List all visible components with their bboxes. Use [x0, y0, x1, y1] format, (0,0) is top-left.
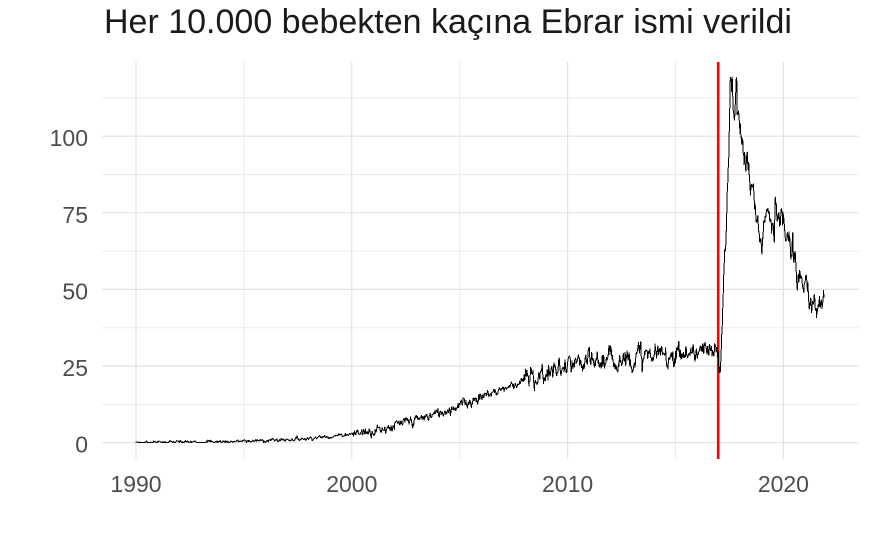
svg-text:1990: 1990 [110, 471, 161, 497]
svg-text:100: 100 [50, 125, 88, 151]
svg-text:2000: 2000 [326, 471, 377, 497]
svg-text:2010: 2010 [542, 471, 593, 497]
svg-text:75: 75 [62, 202, 88, 228]
svg-text:2020: 2020 [758, 471, 809, 497]
svg-text:50: 50 [62, 278, 88, 304]
svg-text:0: 0 [75, 432, 88, 458]
svg-text:25: 25 [62, 355, 88, 381]
